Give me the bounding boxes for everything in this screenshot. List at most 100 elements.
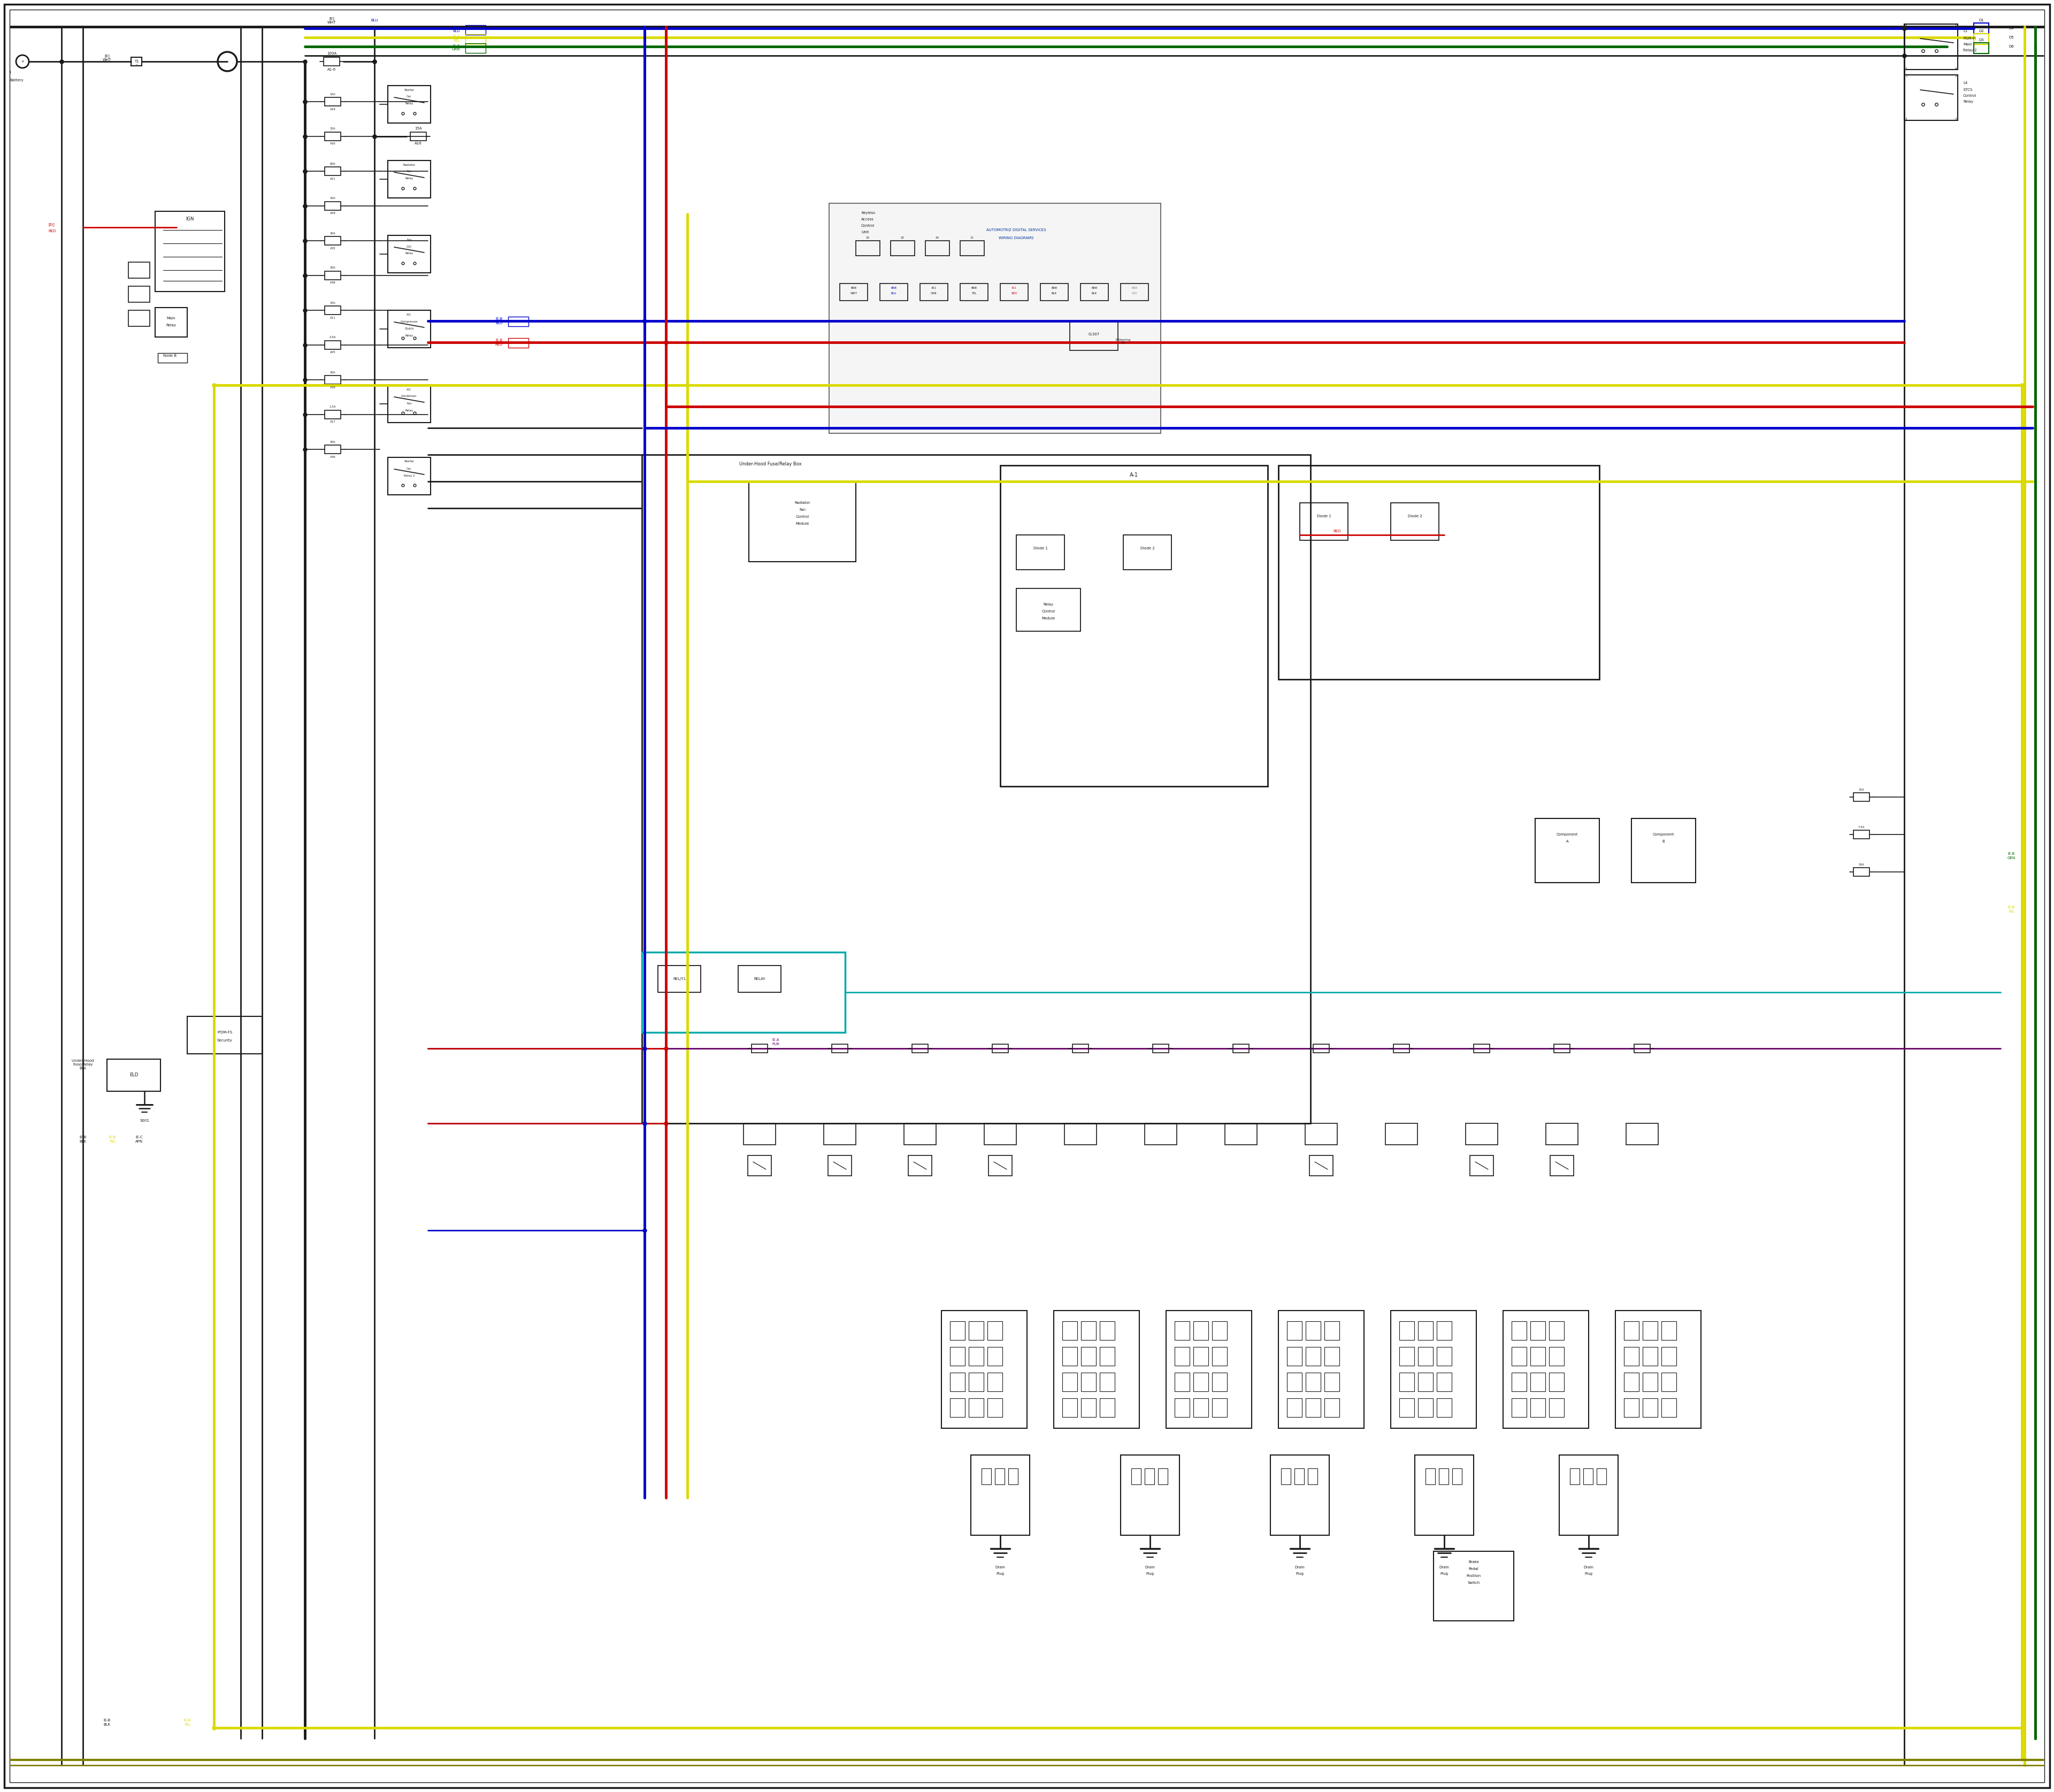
Bar (1904, 75, 1957, 120)
Text: Drain: Drain (1294, 1566, 1304, 1570)
Text: D2: D2 (1978, 29, 1984, 32)
Text: Clutch: Clutch (405, 328, 413, 330)
Bar (879, 283, 908, 301)
Text: 15A: 15A (1859, 788, 1865, 790)
Bar (1306, 1373, 1321, 1391)
Bar (1417, 1398, 1434, 1417)
Bar (988, 1321, 1002, 1340)
Text: Under-Hood Fuse/Relay Box: Under-Hood Fuse/Relay Box (739, 462, 801, 466)
Bar (1278, 466, 1600, 679)
Bar (1853, 792, 1869, 801)
Text: 10A: 10A (331, 197, 335, 199)
Bar (1310, 1156, 1333, 1176)
Bar (1041, 283, 1068, 301)
Text: AUTOMOTRIZ DIGITAL SERVICES: AUTOMOTRIZ DIGITAL SERVICES (986, 228, 1045, 231)
Bar (840, 283, 867, 301)
Bar (1193, 1348, 1208, 1366)
Bar (1547, 1124, 1577, 1145)
Bar (1549, 1398, 1563, 1417)
Bar (1288, 1348, 1302, 1366)
Text: Diode 2: Diode 2 (1140, 547, 1154, 550)
Bar (1853, 867, 1869, 876)
Bar (127, 310, 150, 326)
Text: [E]
WHT: [E] WHT (103, 54, 111, 61)
Bar (1175, 1373, 1189, 1391)
Bar (949, 1373, 965, 1391)
Bar (969, 1321, 984, 1340)
Bar (1551, 1156, 1573, 1176)
Bar (1278, 1310, 1364, 1428)
Bar (1144, 1124, 1177, 1145)
Bar (1062, 1348, 1076, 1366)
Text: ELD: ELD (129, 1073, 138, 1077)
Bar (969, 1348, 984, 1366)
Bar (1635, 1045, 1649, 1052)
Bar (325, 271, 341, 280)
Bar (1017, 588, 1080, 631)
Text: BRB: BRB (1132, 287, 1138, 289)
Bar (1549, 1348, 1563, 1366)
Text: Module: Module (1041, 616, 1056, 620)
Text: Drain: Drain (1144, 1566, 1154, 1570)
Bar (1662, 1398, 1676, 1417)
Bar (1124, 536, 1171, 570)
Bar (1399, 1321, 1415, 1340)
Text: S001: S001 (140, 1118, 150, 1122)
Text: Component: Component (1653, 833, 1674, 837)
Text: Relay 2: Relay 2 (1964, 48, 1976, 52)
Bar (325, 340, 341, 349)
Bar (325, 97, 341, 106)
Text: Relay: Relay (405, 253, 413, 254)
Text: IE-B
RED: IE-B RED (495, 339, 503, 346)
Bar (1080, 1398, 1097, 1417)
Bar (824, 1124, 857, 1145)
Text: IE-B
YEL: IE-B YEL (2007, 907, 2015, 912)
Bar (891, 240, 914, 256)
Bar (388, 235, 431, 272)
Bar (388, 385, 431, 423)
Bar (1304, 1124, 1337, 1145)
Bar (507, 317, 528, 326)
Bar (972, 1455, 1029, 1536)
Bar (1643, 1373, 1658, 1391)
Bar (325, 376, 341, 383)
Bar (1471, 1156, 1493, 1176)
Bar (1417, 1348, 1434, 1366)
Text: Relay: Relay (1043, 602, 1054, 606)
Bar (904, 1124, 937, 1145)
Text: D1: D1 (1978, 18, 1984, 22)
Bar (1062, 1321, 1076, 1340)
Text: Relay: Relay (405, 333, 413, 337)
Bar (1512, 1398, 1526, 1417)
Text: E:Steering
Sw: E:Steering Sw (1115, 339, 1132, 344)
Text: BRB: BRB (850, 287, 857, 289)
Text: TEL: TEL (972, 292, 976, 294)
Text: IE-A
YEL: IE-A YEL (452, 36, 460, 41)
Bar (1080, 1321, 1097, 1340)
Bar (1288, 1373, 1302, 1391)
Text: Fan: Fan (407, 238, 411, 240)
Bar (1452, 1468, 1462, 1484)
Bar (107, 1059, 160, 1091)
Bar (1212, 1398, 1226, 1417)
Text: Car: Car (407, 95, 411, 99)
Bar (737, 966, 781, 993)
Bar (1417, 1373, 1434, 1391)
Bar (857, 240, 879, 256)
Bar (1099, 1373, 1115, 1391)
Bar (982, 1468, 992, 1484)
Bar (1313, 1045, 1329, 1052)
Bar (1306, 1321, 1321, 1340)
Text: 1.5A: 1.5A (329, 405, 337, 409)
Bar (984, 1124, 1017, 1145)
Bar (1080, 1373, 1097, 1391)
Bar (1175, 1398, 1189, 1417)
Text: IGN: IGN (185, 217, 193, 222)
Bar (657, 966, 700, 993)
Text: Starter: Starter (405, 461, 415, 462)
Text: 15A: 15A (331, 93, 335, 95)
Text: C/O: C/O (407, 246, 413, 247)
Text: T1: T1 (134, 59, 140, 63)
Bar (1530, 1373, 1545, 1391)
Text: Relay: Relay (405, 102, 413, 106)
